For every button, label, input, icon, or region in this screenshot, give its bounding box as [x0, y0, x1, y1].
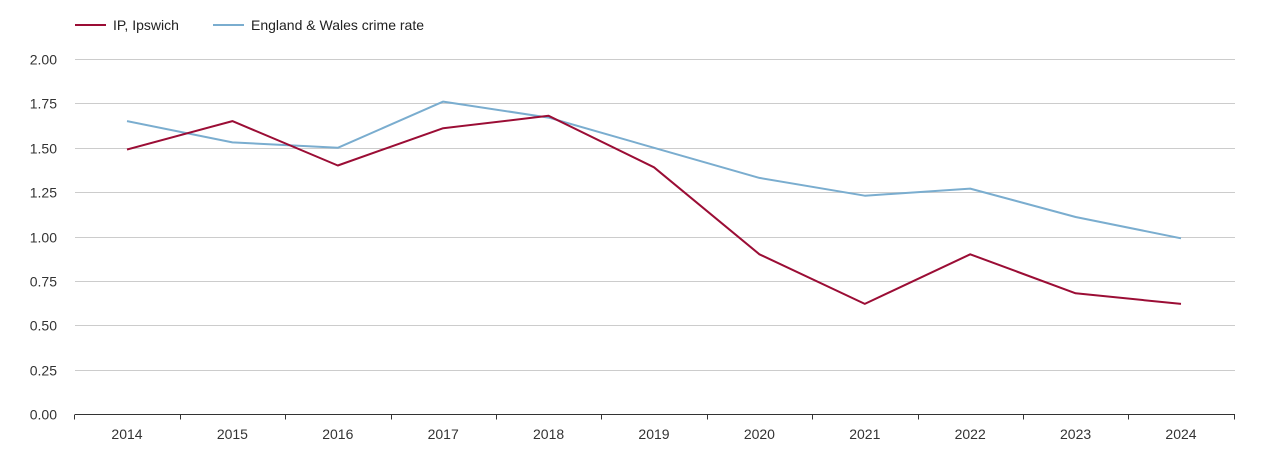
- y-axis: 0.00 0.25 0.50 0.75 1.00 1.25 1.50 1.75 2.00: [30, 52, 57, 423]
- x-tick-label: 2016: [322, 426, 353, 442]
- y-tick-label: 1.50: [30, 141, 57, 157]
- x-tick-label: 2017: [428, 426, 459, 442]
- data-point-england-wales[interactable]: [861, 192, 869, 200]
- y-tick-label: 1.75: [30, 96, 57, 112]
- data-point-ipswich[interactable]: [228, 117, 236, 125]
- data-point-ipswich[interactable]: [1072, 289, 1080, 297]
- legend-label-england-wales: England & Wales crime rate: [251, 17, 424, 33]
- x-tick-label: 2018: [533, 426, 564, 442]
- data-point-england-wales[interactable]: [228, 138, 236, 146]
- legend-item-ipswich[interactable]: IP, Ipswich: [75, 17, 179, 33]
- y-tick-label: 0.50: [30, 318, 57, 334]
- x-tick-label: 2023: [1060, 426, 1091, 442]
- data-point-england-wales[interactable]: [1072, 213, 1080, 221]
- data-point-england-wales[interactable]: [755, 174, 763, 182]
- data-point-ipswich[interactable]: [123, 146, 131, 154]
- series-line-england-wales[interactable]: [126, 100, 1182, 240]
- y-tick-label: 0.25: [30, 363, 57, 379]
- data-point-england-wales[interactable]: [545, 114, 553, 122]
- y-gridlines: [75, 59, 1235, 371]
- y-tick-label: 0.75: [30, 274, 57, 290]
- x-tick-label: 2022: [955, 426, 986, 442]
- legend-label-ipswich: IP, Ipswich: [113, 17, 179, 33]
- data-point-england-wales[interactable]: [1177, 234, 1185, 242]
- data-point-england-wales[interactable]: [439, 98, 447, 106]
- data-point-ipswich[interactable]: [1177, 300, 1185, 308]
- data-point-england-wales[interactable]: [123, 117, 131, 125]
- x-tick-label: 2021: [849, 426, 880, 442]
- data-point-ipswich[interactable]: [861, 300, 869, 308]
- series-lines: [123, 98, 1185, 308]
- y-tick-label: 1.25: [30, 185, 57, 201]
- x-tick-label: 2014: [111, 426, 142, 442]
- x-tick-label: 2015: [217, 426, 248, 442]
- x-tick-label: 2019: [638, 426, 669, 442]
- data-point-ipswich[interactable]: [650, 163, 658, 171]
- data-point-england-wales[interactable]: [334, 144, 342, 152]
- data-point-england-wales[interactable]: [650, 144, 658, 152]
- x-axis: 2014 2015 2016 2017 2018 2019 2020 2021 2022 2023…: [74, 414, 1235, 442]
- data-point-ipswich[interactable]: [755, 250, 763, 258]
- x-tick-label: 2020: [744, 426, 775, 442]
- y-tick-label: 0.00: [30, 407, 57, 423]
- data-point-england-wales[interactable]: [966, 185, 974, 193]
- y-tick-label: 1.00: [30, 230, 57, 246]
- x-tick-label: 2024: [1165, 426, 1196, 442]
- y-tick-label: 2.00: [30, 52, 57, 68]
- legend: IP, Ipswich England & Wales crime rate: [75, 17, 424, 33]
- data-point-ipswich[interactable]: [439, 124, 447, 132]
- data-point-ipswich[interactable]: [966, 250, 974, 258]
- legend-item-england-wales[interactable]: England & Wales crime rate: [213, 17, 424, 33]
- data-point-ipswich[interactable]: [334, 162, 342, 170]
- series-line-ipswich[interactable]: [126, 114, 1182, 305]
